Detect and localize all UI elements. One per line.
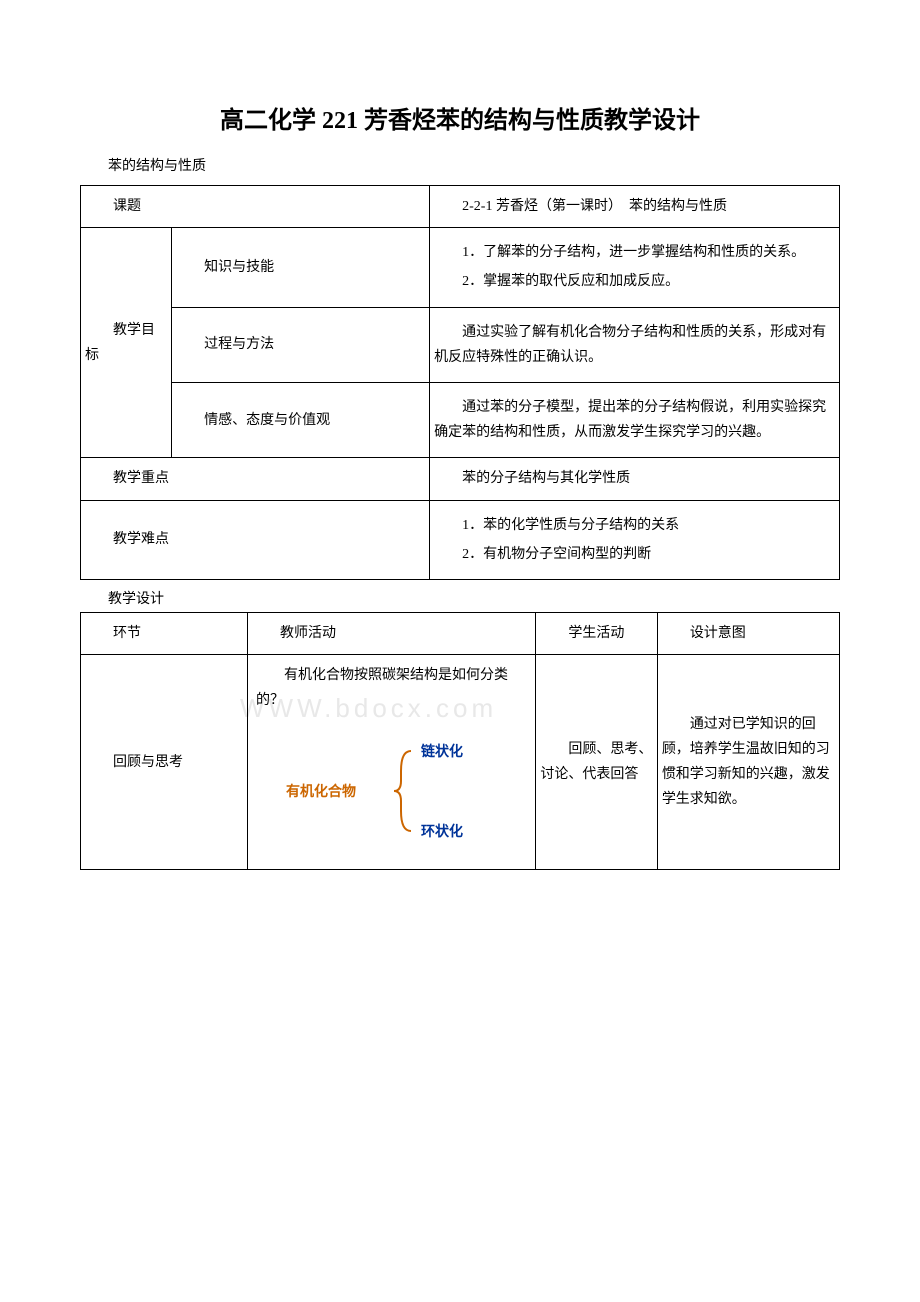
student-activity: 回顾、思考、讨论、代表回答 — [540, 737, 652, 787]
diagram-branch-1: 链状化 — [421, 743, 463, 760]
keypoint-content: 苯的分子结构与其化学性质 — [434, 466, 835, 491]
obj-knowledge-line-2: 2．掌握苯的取代反应和加成反应。 — [434, 269, 835, 294]
difficulty-line-2: 2．有机物分子空间构型的判断 — [434, 542, 835, 567]
col-stage: 环节 — [85, 621, 243, 646]
page-subtitle: 苯的结构与性质 — [80, 155, 840, 175]
obj-attitude-label: 情感、态度与价值观 — [176, 408, 425, 433]
keypoint-label: 教学重点 — [85, 466, 425, 491]
col-student: 学生活动 — [540, 621, 652, 646]
topic-content: 2-2-1 芳香烃（第一课时） 苯的结构与性质 — [434, 194, 835, 219]
page-title: 高二化学 221 芳香烃苯的结构与性质教学设计 — [80, 100, 840, 135]
main-table: 课题 2-2-1 芳香烃（第一课时） 苯的结构与性质 教学目标 知识与技能 1．… — [80, 185, 840, 580]
obj-process-label: 过程与方法 — [176, 332, 425, 357]
obj-knowledge-label: 知识与技能 — [176, 255, 425, 280]
obj-process-content: 通过实验了解有机化合物分子结构和性质的关系，形成对有机反应特殊性的正确认识。 — [434, 320, 835, 370]
difficulty-label: 教学难点 — [85, 527, 425, 552]
teacher-question: 有机化合物按照碳架结构是如何分类的？ — [256, 663, 527, 713]
obj-knowledge-line-1: 1．了解苯的分子结构，进一步掌握结构和性质的关系。 — [434, 240, 835, 265]
table-header-row: 环节 教师活动 学生活动 设计意图 — [81, 612, 840, 654]
table-row: 过程与方法 通过实验了解有机化合物分子结构和性质的关系，形成对有机反应特殊性的正… — [81, 307, 840, 382]
table-row: 教学目标 知识与技能 1．了解苯的分子结构，进一步掌握结构和性质的关系。 2．掌… — [81, 228, 840, 307]
brace-icon — [394, 751, 411, 831]
col-teacher: 教师活动 — [252, 621, 531, 646]
col-intent: 设计意图 — [662, 621, 835, 646]
design-table: 环节 教师活动 学生活动 设计意图 回顾与思考 有机化合物按照碳架结构是如何分类… — [80, 612, 840, 871]
objectives-group-label: 教学目标 — [85, 318, 167, 368]
diagram-root: 有机化合物 — [286, 783, 356, 800]
table-row: 情感、态度与价值观 通过苯的分子模型，提出苯的分子结构假说，利用实验探究确定苯的… — [81, 382, 840, 457]
obj-attitude-content: 通过苯的分子模型，提出苯的分子结构假说，利用实验探究确定苯的结构和性质，从而激发… — [434, 395, 835, 445]
table-row: 课题 2-2-1 芳香烃（第一课时） 苯的结构与性质 — [81, 186, 840, 228]
classification-diagram: 有机化合物 链状化 环状化 — [256, 721, 516, 861]
table-row: 教学难点 1．苯的化学性质与分子结构的关系 2．有机物分子空间构型的判断 — [81, 500, 840, 579]
diagram-branch-2: 环状化 — [421, 823, 463, 840]
design-intent: 通过对已学知识的回顾，培养学生温故旧知的习惯和学习新知的兴趣，激发学生求知欲。 — [662, 712, 835, 813]
topic-label: 课题 — [85, 194, 425, 219]
difficulty-line-1: 1．苯的化学性质与分子结构的关系 — [434, 513, 835, 538]
stage-label: 回顾与思考 — [85, 750, 243, 775]
table-row: 教学重点 苯的分子结构与其化学性质 — [81, 458, 840, 500]
section-design-label: 教学设计 — [80, 588, 840, 608]
table-row: 回顾与思考 有机化合物按照碳架结构是如何分类的？ 有机化合物 链状化 环状化 回… — [81, 655, 840, 870]
